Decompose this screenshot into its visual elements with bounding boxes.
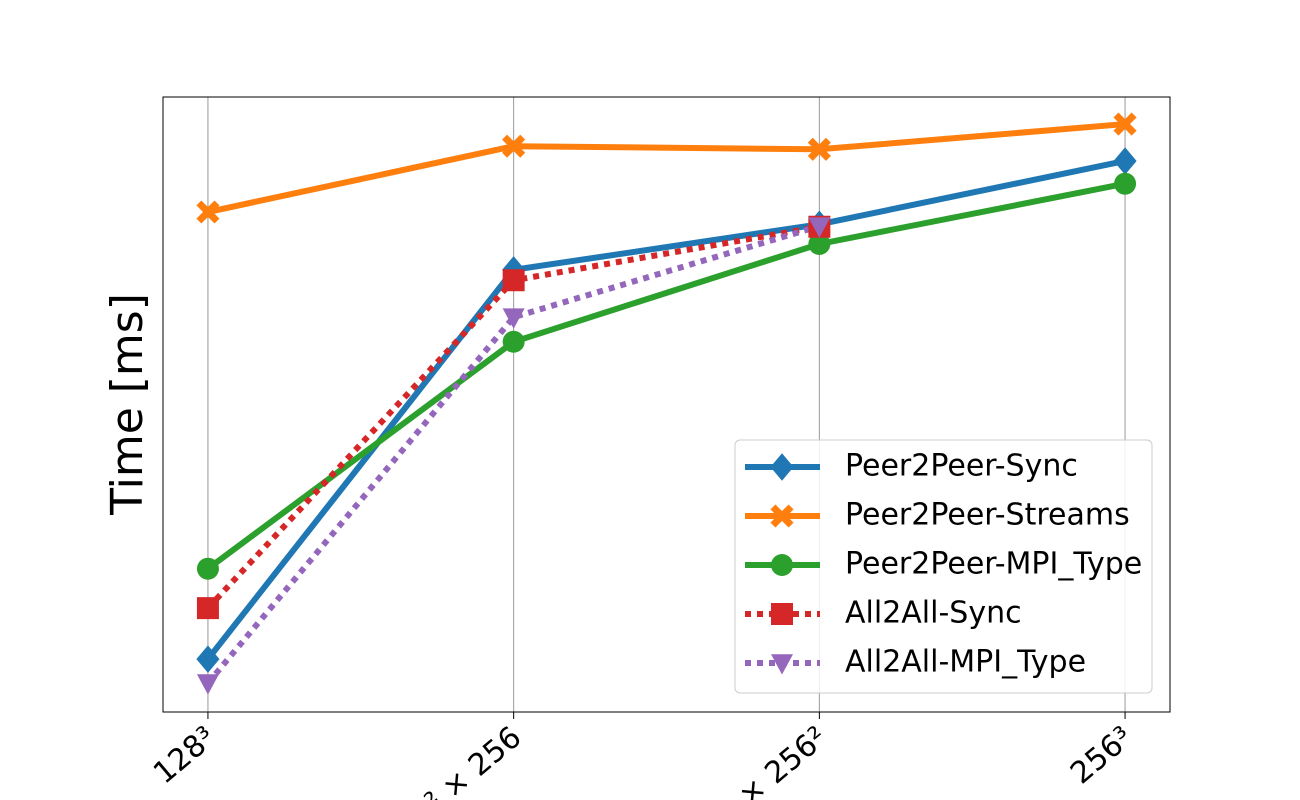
marker bbox=[502, 134, 526, 158]
marker bbox=[1114, 172, 1137, 195]
series-line bbox=[206, 180, 1126, 572]
marker bbox=[502, 330, 525, 353]
marker bbox=[196, 674, 219, 695]
series-line bbox=[207, 121, 1126, 215]
marker bbox=[1113, 147, 1137, 175]
marker bbox=[196, 645, 220, 673]
x-tick-label: 128² × 256 bbox=[375, 720, 528, 800]
series-line bbox=[205, 223, 821, 686]
marker bbox=[808, 232, 831, 255]
legend-marker bbox=[771, 603, 793, 625]
legend-label: All2All-Sync bbox=[845, 596, 1022, 631]
legend-marker bbox=[771, 654, 793, 675]
x-tick-label: 128³ bbox=[147, 720, 223, 791]
legend-box bbox=[734, 439, 1153, 694]
legend-label: All2All-MPI_Type bbox=[845, 645, 1086, 680]
marker bbox=[502, 269, 525, 292]
marker bbox=[502, 308, 525, 329]
marker bbox=[808, 217, 831, 238]
marker bbox=[196, 597, 219, 620]
legend-label: Peer2Peer-MPI_Type bbox=[845, 547, 1142, 582]
plot-frame bbox=[162, 96, 1171, 713]
marker bbox=[807, 137, 831, 161]
marker bbox=[1113, 112, 1137, 136]
series-line bbox=[205, 158, 1126, 661]
legend-marker bbox=[770, 504, 794, 528]
legend-label: Peer2Peer-Sync bbox=[845, 449, 1078, 484]
x-tick-label: 128 × 256² bbox=[681, 720, 834, 800]
x-tick-label: 256³ bbox=[1064, 720, 1140, 791]
marker bbox=[196, 200, 220, 224]
legend-marker bbox=[770, 453, 794, 481]
legend-marker bbox=[771, 554, 793, 576]
y-axis-label: Time [ms] bbox=[102, 293, 153, 516]
marker bbox=[196, 557, 219, 580]
legend-label: Peer2Peer-Streams bbox=[845, 498, 1130, 533]
